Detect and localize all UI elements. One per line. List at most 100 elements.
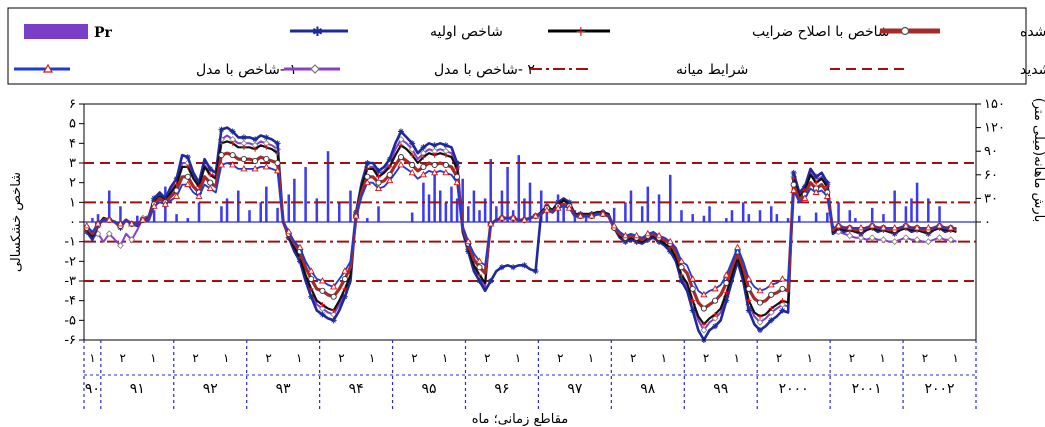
series-initial-index-point (420, 144, 427, 151)
legend-marker-calibrated (900, 26, 910, 36)
series-model-1-point (767, 281, 775, 288)
series-initial-index-point (319, 311, 326, 318)
series-initial-index-point (397, 128, 404, 135)
precip-bar (730, 210, 734, 222)
series-model-2-point (330, 310, 338, 318)
precip-bar (545, 206, 549, 222)
series-model-1-point (419, 170, 427, 178)
series-initial-index-point (779, 307, 786, 314)
series-model-1-point (83, 222, 91, 229)
series-calibrated-point (420, 163, 427, 170)
series-initial-index-point (510, 264, 517, 271)
y-left-tick-label: ۱ (69, 195, 76, 210)
precip-bar (910, 198, 913, 222)
y-left-tick-label: ۳ (69, 156, 76, 171)
series-initial-index-point (734, 258, 741, 265)
series-calibrated-point (184, 173, 191, 180)
precip-bar (646, 186, 650, 222)
series-model-1-point (812, 188, 820, 195)
series-model-1-point (184, 180, 192, 188)
series-corrected-coeff-point (319, 302, 325, 308)
y-left-tick-label: ۴ (69, 136, 76, 151)
precip-bar (438, 190, 442, 222)
series-model-1-point (722, 271, 730, 278)
period-label: ۲۰۰۰ (779, 381, 809, 397)
series-calibrated-point (319, 287, 326, 294)
precip-bar (539, 190, 543, 222)
series-model-1-point (644, 229, 652, 237)
series-initial-index-point (667, 248, 674, 255)
precip-bar (562, 206, 565, 222)
period-label: ۹۸ (640, 381, 656, 397)
precip-bar (741, 202, 745, 222)
precip-bar (758, 210, 762, 222)
series-model-2-point (846, 232, 854, 240)
series-initial-index-point (184, 154, 191, 161)
series-model-2-point (711, 314, 719, 322)
precip-bar (461, 178, 464, 222)
legend-item-initial-index: ✱ شاخص اولیه (290, 24, 503, 40)
series-initial-index-point (364, 160, 371, 166)
series-model-1-point (891, 223, 899, 231)
series-corrected-coeff-line (86, 140, 957, 326)
precip-bar (326, 151, 330, 222)
series-initial-index-point (263, 134, 270, 141)
series-model-1-point (217, 161, 226, 168)
series-initial-index-point (341, 293, 348, 300)
series-calibrated-point (263, 156, 270, 163)
series-model-1-point (262, 163, 270, 170)
legend-item-calibrated: شاخص واسنجی شده (880, 24, 1045, 40)
series-model-1-point (913, 223, 921, 231)
series-model-1-point (273, 166, 282, 174)
precip-bar (870, 207, 874, 222)
precip-bar (225, 198, 229, 222)
precip-bar (747, 214, 751, 222)
y-left-tick-label: ۰ (69, 215, 76, 230)
legend-item-moderate: شرایط میانه (530, 62, 748, 78)
precip-bar (304, 166, 307, 222)
precip-bar (837, 202, 840, 222)
series-model-1-point (554, 204, 562, 211)
x-axis-title: مقاطع زمانی؛ ماه (472, 412, 569, 427)
precip-bar (854, 218, 857, 222)
series-calibrated-point (756, 299, 764, 306)
y-right-tick-label: ۱۲۰ (984, 121, 1005, 136)
series-model-2-point (756, 318, 764, 326)
series-initial-index-point (801, 183, 808, 190)
series-calibrated-point (207, 179, 214, 186)
series-model-1-point (251, 164, 259, 172)
period-label: ۹۱ (130, 381, 145, 397)
precip-bar (433, 174, 436, 222)
series-initial-index-point (476, 278, 483, 284)
season-label: ۱ (588, 351, 594, 365)
series-model-1-point (924, 223, 932, 231)
series-corrected-coeff-point (824, 184, 830, 190)
series-model-1-point (453, 178, 461, 186)
precip-bar (624, 202, 627, 222)
series-calibrated-point (745, 285, 752, 292)
precip-bar (786, 218, 790, 222)
period-label: ۹۳ (276, 381, 292, 397)
legend-label-severe: شرایط خیلی شدید (1020, 62, 1045, 78)
precip-bar (259, 202, 262, 222)
series-calibrated-point (229, 152, 236, 159)
precip-bar (293, 178, 296, 222)
y-left-tick-label: -۶ (64, 333, 76, 348)
series-model-1-point (509, 214, 517, 221)
series-model-1-point (666, 237, 674, 245)
y-left-tick-label: -۱ (64, 235, 76, 250)
precip-bar (523, 198, 526, 222)
series-calibrated-point (218, 152, 225, 159)
series-corrected-coeff-point (331, 308, 337, 313)
legend-label-model-1: ۱ -شاخص با مدل (196, 62, 297, 78)
series-model-1-point (150, 202, 158, 209)
series-model-1-point (94, 220, 102, 227)
series-calibrated-point (723, 279, 730, 287)
precip-bar (450, 186, 453, 222)
legend-item-severe: شرایط خیلی شدید (830, 62, 1045, 78)
series-model-1-point (745, 275, 753, 282)
series-calibrated-point (240, 156, 247, 163)
series-model-1-point (935, 222, 944, 229)
precip-bar (444, 202, 448, 222)
